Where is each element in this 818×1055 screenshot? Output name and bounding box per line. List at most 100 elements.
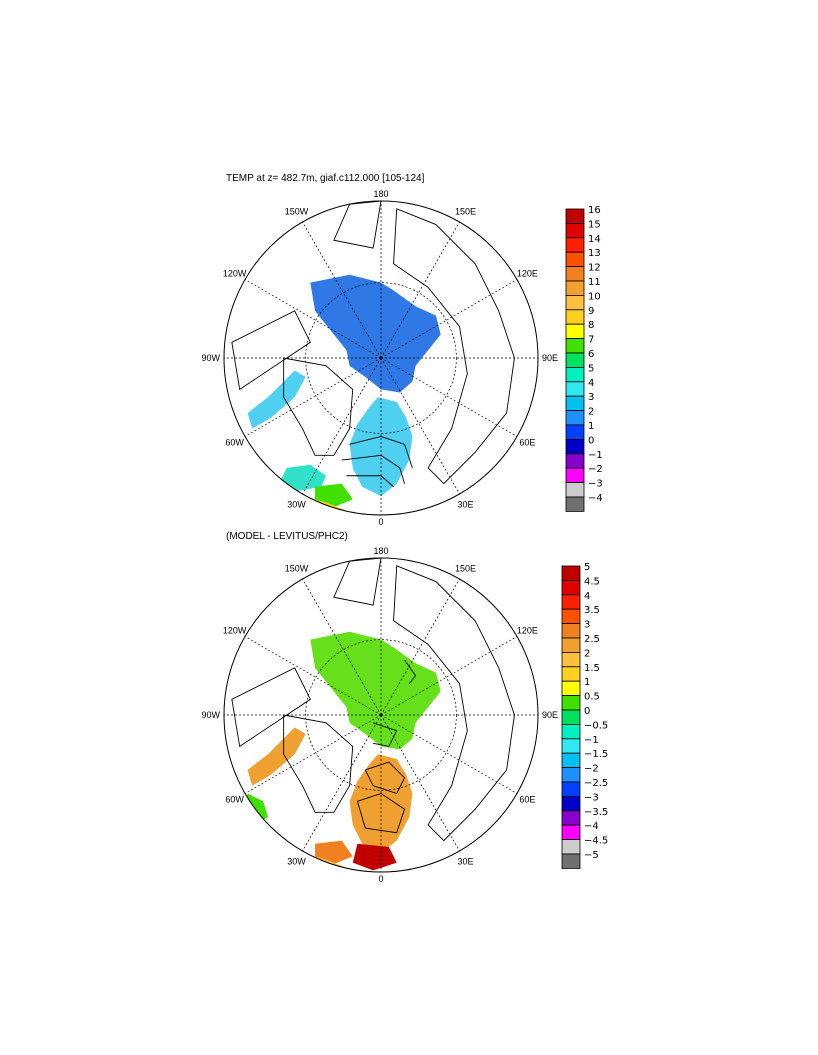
colorbar-label: 1	[584, 677, 590, 688]
colorbar-swatch	[565, 208, 585, 224]
lon-label: 90W	[201, 710, 220, 720]
colorbar-swatch	[561, 580, 581, 596]
colorbar-label: −4	[584, 821, 599, 832]
latitude-circle	[305, 282, 457, 434]
colorbar-swatch	[561, 637, 581, 653]
colorbar-label: 3	[588, 392, 594, 403]
colorbar-swatch	[565, 309, 585, 325]
coastline	[283, 714, 354, 813]
contour-line	[364, 761, 406, 795]
contour-line	[349, 436, 413, 469]
colorbar-swatch	[565, 294, 585, 311]
colorbar-swatch	[561, 565, 581, 581]
field-arctic-basin	[310, 274, 441, 393]
colorbar: 5 4.5 4 3.5 3 2.5 2 1.5 1 0.5 0 −0.5 −1 −1.5 −2 −2.5 −3 −…	[561, 562, 608, 869]
colorbar-swatch	[565, 496, 585, 512]
colorbar-label: 0.5	[584, 692, 600, 703]
lon-label: 120E	[517, 269, 538, 279]
contour-line	[357, 793, 406, 834]
colorbar-label: 14	[588, 234, 601, 245]
colorbar-label: 2	[584, 648, 590, 659]
colorbar-label: −1	[584, 735, 599, 746]
colorbar-swatch	[561, 796, 581, 812]
map-panel-2: (MODEL - LEVITUS/PHC2) 180 150E 120E 90E 60E 3…	[201, 531, 608, 884]
colorbar-swatch	[561, 594, 581, 610]
colorbar-swatch	[565, 467, 585, 484]
colorbar-label: 2	[588, 407, 594, 418]
lon-label: 30E	[457, 856, 473, 866]
colorbar-label: 1	[588, 421, 594, 432]
colorbar-label: 8	[588, 320, 594, 331]
colorbar-swatch	[565, 395, 585, 412]
colorbar-swatch	[565, 251, 585, 267]
lon-label: 150E	[455, 207, 476, 217]
field-arctic-basin	[310, 631, 441, 750]
colorbar-label: 10	[588, 291, 601, 302]
colorbar-swatch	[561, 853, 581, 869]
colorbar-swatch	[565, 410, 585, 426]
colorbar-label: −3.5	[584, 807, 608, 818]
field-baffin-bay	[247, 370, 306, 429]
colorbar-label: 15	[588, 219, 601, 230]
colorbar-swatch	[565, 424, 585, 440]
colorbar-label: 3	[584, 620, 590, 631]
coastline	[333, 201, 382, 249]
colorbar-label: −2	[584, 764, 599, 775]
colorbar-label: −2	[588, 464, 603, 475]
colorbar-swatch	[565, 338, 585, 354]
lon-label: 90W	[201, 353, 220, 363]
colorbar-swatch	[561, 738, 581, 754]
colorbar-swatch	[561, 666, 581, 682]
colorbar-label: −4	[588, 493, 603, 504]
colorbar-swatch	[561, 767, 581, 783]
field-norwegian-sea	[315, 483, 353, 508]
colorbar-label: 0	[584, 706, 590, 717]
colorbar-swatch	[561, 724, 581, 740]
colorbar-label: −1	[588, 450, 603, 461]
colorbar-swatch	[565, 453, 585, 469]
colorbar-swatch	[565, 381, 585, 397]
colorbar-swatch	[565, 266, 585, 282]
lon-label: 120W	[223, 269, 247, 279]
colorbar-swatch	[565, 438, 585, 455]
colorbar-label: 0	[588, 435, 594, 446]
lon-label: 90E	[542, 710, 558, 720]
colorbar-swatch	[561, 695, 581, 711]
lon-label: 30E	[457, 499, 473, 509]
colorbar-swatch	[561, 824, 581, 841]
lon-label: 150E	[455, 564, 476, 574]
colorbar-label: −3	[588, 479, 603, 490]
lon-label: 180	[373, 189, 388, 199]
colorbar-label: −3	[584, 792, 599, 803]
colorbar-label: −4.5	[584, 836, 608, 847]
coastline	[231, 667, 311, 748]
colorbar-swatch	[565, 280, 585, 296]
colorbar-label: −0.5	[584, 720, 608, 731]
lon-label: 150W	[285, 564, 309, 574]
lon-label: 60E	[519, 438, 535, 448]
lon-label: 0	[378, 874, 383, 884]
colorbar-swatch	[561, 810, 581, 826]
colorbar-label: 1.5	[584, 663, 600, 674]
lon-label: 60W	[225, 438, 244, 448]
lon-label: 150W	[285, 207, 309, 217]
colorbar-label: 5	[584, 562, 590, 573]
latitude-circle	[305, 639, 457, 791]
colorbar-label: 6	[588, 349, 594, 360]
field-labrador-sea	[239, 793, 268, 825]
coastline	[283, 357, 354, 456]
coastline	[231, 310, 311, 391]
colorbar-swatch	[565, 222, 585, 239]
map-panel-1: TEMP at z= 482.7m, giaf.c112.000 [105-12…	[201, 173, 602, 527]
lon-label: 60E	[519, 795, 535, 805]
lon-label: 120E	[517, 626, 538, 636]
field-greenland-sea	[278, 464, 327, 492]
colorbar-label: 4	[588, 378, 594, 389]
panel-title: TEMP at z= 482.7m, giaf.c112.000 [105-12…	[226, 173, 425, 184]
colorbar-label: 3.5	[584, 605, 600, 616]
colorbar-label: 5	[588, 363, 594, 374]
colorbar-label: −1.5	[584, 749, 608, 760]
lon-label: 180	[373, 546, 388, 556]
